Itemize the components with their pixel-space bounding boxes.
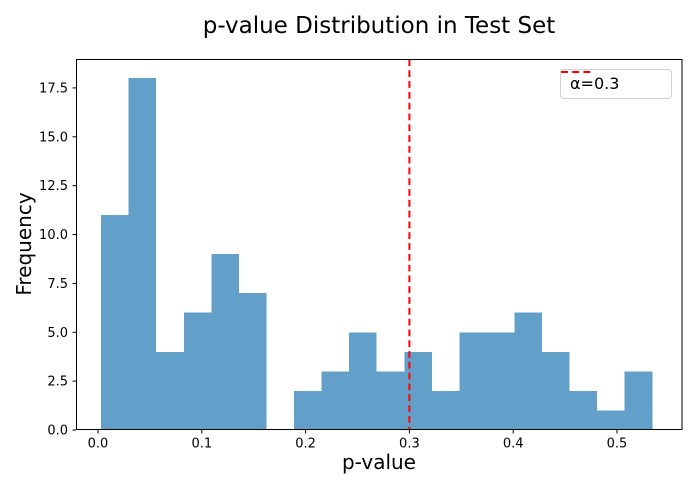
histogram-bar xyxy=(294,390,322,430)
y-tick-label: 2.5 xyxy=(47,375,68,390)
y-tick-label: 5.0 xyxy=(47,326,68,341)
y-tick-label: 17.5 xyxy=(39,81,68,96)
histogram-bar xyxy=(238,293,267,430)
x-tick-label: 0.4 xyxy=(503,437,524,452)
plot-frame xyxy=(76,59,683,430)
histogram-bar xyxy=(183,312,212,430)
histogram-bar xyxy=(376,371,405,430)
histogram-bar xyxy=(569,390,598,430)
histogram-bar xyxy=(431,390,460,430)
bars-group xyxy=(101,78,653,430)
x-axis: 0.0 0.1 0.2 0.3 0.4 0.5 xyxy=(88,430,628,452)
histogram-bar xyxy=(156,351,184,430)
y-axis-label: Frequency xyxy=(12,192,36,296)
histogram-bar xyxy=(128,78,157,430)
histogram-bar xyxy=(486,332,515,430)
histogram-bar xyxy=(101,214,129,430)
histogram-bar xyxy=(321,371,350,430)
x-tick-label: 0.1 xyxy=(191,437,212,452)
histogram-bar xyxy=(459,332,487,430)
histogram-bar xyxy=(211,254,239,430)
legend-dashed-line-sample xyxy=(561,71,594,73)
histogram-bar xyxy=(349,332,377,430)
legend: α=0.3 xyxy=(560,69,672,99)
y-tick-label: 12.5 xyxy=(39,179,68,194)
x-tick-label: 0.3 xyxy=(399,437,420,452)
y-tick-label: 0.0 xyxy=(47,424,68,439)
x-tick-label: 0.2 xyxy=(295,437,316,452)
y-axis: 0.0 2.5 5.0 7.5 10.0 12.5 15.0 17.5 xyxy=(39,81,76,439)
histogram-bar xyxy=(597,410,625,430)
y-tick-label: 15.0 xyxy=(39,130,68,145)
histogram-bar xyxy=(624,371,653,430)
x-tick-label: 0.0 xyxy=(88,437,109,452)
y-tick-label: 7.5 xyxy=(47,277,68,292)
histogram-bar xyxy=(542,351,570,430)
x-axis-label: p-value xyxy=(341,450,416,474)
chart-title: p-value Distribution in Test Set xyxy=(202,13,556,39)
x-tick-label: 0.5 xyxy=(607,437,628,452)
legend-label: α=0.3 xyxy=(570,74,620,93)
y-tick-label: 10.0 xyxy=(39,228,68,243)
histogram-bar xyxy=(514,312,543,430)
